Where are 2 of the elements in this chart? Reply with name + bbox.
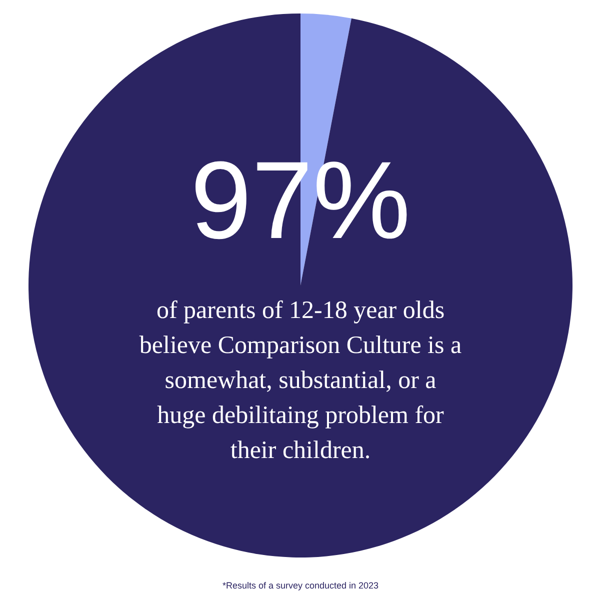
text: *Results of a survey conducted in 2023 bbox=[222, 580, 379, 590]
text: of parents of 12-18 year olds believe Comparison Culture is a somewhat, substantial, or a huge debilitaing problem for their children. bbox=[139, 297, 462, 464]
